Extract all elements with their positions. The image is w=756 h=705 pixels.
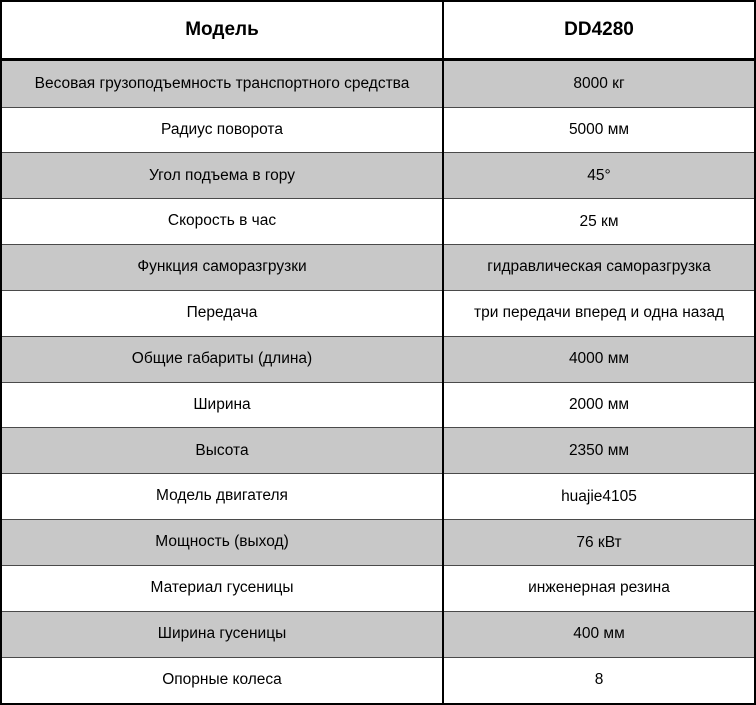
spec-label: Функция саморазгрузки <box>0 244 444 291</box>
table-row: Общие габариты (длина) 4000 мм <box>0 335 756 383</box>
spec-value: 5000 мм <box>442 106 756 154</box>
table-row: Ширина гусеницы 400 мм <box>0 610 756 658</box>
spec-value: 2350 мм <box>442 427 756 475</box>
header-row: Модель DD4280 <box>0 0 756 61</box>
spec-value: 4000 мм <box>442 335 756 383</box>
spec-label: Весовая грузоподъемность транспортного с… <box>0 59 444 108</box>
table-row: Угол подъема в гору 45° <box>0 152 756 200</box>
spec-value: 400 мм <box>442 610 756 658</box>
spec-label: Передача <box>0 289 444 337</box>
table-row: Высота 2350 мм <box>0 427 756 475</box>
spec-value: 76 кВт <box>442 519 756 566</box>
spec-value: три передачи вперед и одна назад <box>442 289 756 337</box>
spec-label: Скорость в час <box>0 198 444 246</box>
spec-label: Модель двигателя <box>0 473 444 521</box>
spec-label: Радиус поворота <box>0 106 444 154</box>
table-row: Мощность (выход) 76 кВт <box>0 519 756 566</box>
spec-table-head: Модель DD4280 <box>0 0 756 61</box>
spec-value: 8000 кг <box>442 59 756 108</box>
table-row: Модель двигателя huajie4105 <box>0 473 756 521</box>
table-row: Материал гусеницы инженерная резина <box>0 564 756 612</box>
table-row: Ширина 2000 мм <box>0 381 756 429</box>
spec-value: гидравлическая саморазгрузка <box>442 244 756 291</box>
spec-value: 2000 мм <box>442 381 756 429</box>
spec-value: huajie4105 <box>442 473 756 521</box>
spec-label: Материал гусеницы <box>0 564 444 612</box>
spec-label: Высота <box>0 427 444 475</box>
spec-label: Угол подъема в гору <box>0 152 444 200</box>
spec-value: 45° <box>442 152 756 200</box>
spec-label: Ширина <box>0 381 444 429</box>
spec-label: Ширина гусеницы <box>0 610 444 658</box>
table-row: Передача три передачи вперед и одна наза… <box>0 289 756 337</box>
spec-label: Общие габариты (длина) <box>0 335 444 383</box>
table-row: Функция саморазгрузки гидравлическая сам… <box>0 244 756 291</box>
spec-value: инженерная резина <box>442 564 756 612</box>
spec-label: Мощность (выход) <box>0 519 444 566</box>
spec-value: 25 км <box>442 198 756 246</box>
header-model-label: Модель <box>0 0 444 61</box>
table-row: Опорные колеса 8 <box>0 656 756 705</box>
spec-value: 8 <box>442 656 756 705</box>
table-row: Скорость в час 25 км <box>0 198 756 246</box>
table-row: Радиус поворота 5000 мм <box>0 106 756 154</box>
table-row: Весовая грузоподъемность транспортного с… <box>0 59 756 108</box>
spec-table-body: Весовая грузоподъемность транспортного с… <box>0 59 756 705</box>
spec-label: Опорные колеса <box>0 656 444 705</box>
header-model-value: DD4280 <box>442 0 756 61</box>
